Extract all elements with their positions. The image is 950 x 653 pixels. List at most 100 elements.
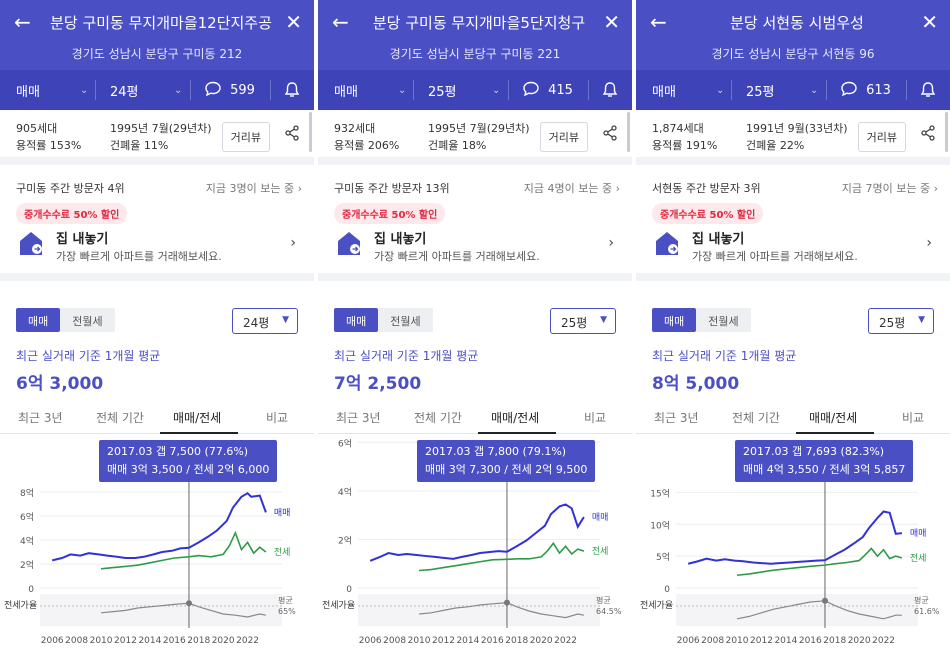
toggle-sale[interactable]: 매매 bbox=[652, 308, 697, 332]
toggle-rent[interactable]: 전월세 bbox=[378, 308, 433, 332]
tab-recent-3y[interactable]: 최근 3년 bbox=[336, 411, 381, 425]
chart-tooltip: 2017.03 갭 7,693 (82.3%) 매매 4억 3,550 / 전세… bbox=[734, 440, 914, 482]
y-tick-label: 6억 bbox=[20, 511, 34, 523]
toggle-rent[interactable]: 전월세 bbox=[696, 308, 751, 332]
alert-button[interactable] bbox=[920, 81, 936, 103]
average-price: 6억 3,000 bbox=[16, 374, 104, 394]
complex-info: 1,874세대 용적률 191% 1991년 9월(33년차) 건폐율 22% … bbox=[636, 110, 950, 165]
deal-type-label: 매매 bbox=[16, 85, 40, 100]
alert-button[interactable] bbox=[602, 81, 618, 103]
tab-compare[interactable]: 비교 bbox=[266, 411, 289, 425]
visitor-rank: 구미동 주간 방문자 4위 bbox=[16, 182, 125, 195]
back-arrow-icon[interactable]: ← bbox=[332, 10, 349, 34]
header: ← 분당 구미동 무지개마을5단지청구 ✕ 경기도 성남시 분당구 구미동 22… bbox=[318, 0, 632, 70]
built-date: 1995년 7월(29년차) bbox=[428, 122, 530, 135]
close-icon[interactable]: ✕ bbox=[285, 10, 302, 34]
x-tick-label: 2010 bbox=[408, 636, 431, 646]
chevron-right-icon: › bbox=[297, 182, 302, 195]
tab-sale-jeonse[interactable]: 매매/전세 bbox=[809, 411, 858, 425]
y-tick-label: 4억 bbox=[20, 535, 34, 547]
toggle-sale[interactable]: 매매 bbox=[334, 308, 379, 332]
bell-icon bbox=[920, 82, 936, 97]
apartment-title: 분당 구미동 무지개마을12단지주공 bbox=[50, 14, 272, 32]
close-icon[interactable]: ✕ bbox=[603, 10, 620, 34]
chevron-right-icon: › bbox=[608, 235, 614, 251]
price-chart[interactable]: 10억8억6억4억2억0전세가율평균64.5%매매전세2006200820102… bbox=[318, 340, 632, 653]
ratio-average-pct: 61.6% bbox=[914, 607, 940, 616]
size-select[interactable]: 24평 bbox=[110, 81, 139, 100]
scrollbar[interactable] bbox=[627, 112, 630, 152]
sell-home-banner[interactable]: 중개수수료 50% 할인 집 내놓기 가장 빠르게 아파트를 거래해보세요. › bbox=[318, 201, 632, 281]
ratio-band bbox=[676, 594, 918, 626]
sell-home-banner[interactable]: 중개수수료 50% 할인 집 내놓기 가장 빠르게 아파트를 거래해보세요. › bbox=[636, 201, 950, 281]
built-date: 1995년 7월(29년차) bbox=[110, 122, 212, 135]
dropdown-triangle-icon: ▼ bbox=[282, 315, 289, 325]
share-icon[interactable] bbox=[602, 125, 618, 141]
jeonse-series-line bbox=[100, 530, 267, 570]
deal-type-select[interactable]: 매매 bbox=[652, 81, 676, 100]
size-select[interactable]: 25평 bbox=[746, 81, 775, 100]
visitor-row[interactable]: 서현동 주간 방문자 3위 지금 7명이 보는 중 › bbox=[636, 173, 950, 201]
complex-info: 905세대 용적률 153% 1995년 7월(29년차) 건폐율 11% 거리… bbox=[0, 110, 314, 165]
tab-all-period[interactable]: 전체 기간 bbox=[732, 411, 780, 425]
price-chart[interactable]: 15억 10억 5억 0 전세가율 평균 61.6% 매매 전세 2006 2008 2010 2012… bbox=[636, 436, 950, 653]
x-tick-label: 2014 bbox=[456, 636, 479, 646]
series-label: 매매 bbox=[274, 507, 291, 518]
alert-button[interactable] bbox=[284, 81, 300, 103]
chevron-down-icon: ⌄ bbox=[80, 85, 89, 96]
tab-recent-3y[interactable]: 최근 3년 bbox=[18, 411, 63, 425]
distance-view-button[interactable]: 거리뷰 bbox=[539, 122, 588, 152]
tab-sale-jeonse[interactable]: 매매/전세 bbox=[173, 411, 222, 425]
distance-view-button[interactable]: 거리뷰 bbox=[857, 122, 906, 152]
tab-all-period[interactable]: 전체 기간 bbox=[96, 411, 144, 425]
size-select[interactable]: 25평 bbox=[428, 81, 457, 100]
y-tick-label: 0 bbox=[346, 585, 352, 595]
x-tick-label: 2022 bbox=[554, 636, 577, 646]
chat-bubble-icon bbox=[841, 81, 857, 97]
tab-all-period[interactable]: 전체 기간 bbox=[414, 411, 462, 425]
deal-type-select[interactable]: 매매 bbox=[16, 81, 40, 100]
back-arrow-icon[interactable]: ← bbox=[650, 10, 667, 34]
chevron-right-icon: › bbox=[290, 235, 296, 251]
comment-count: 415 bbox=[548, 83, 573, 98]
share-icon[interactable] bbox=[920, 125, 936, 141]
house-sell-icon bbox=[338, 232, 360, 255]
toggle-sale[interactable]: 매매 bbox=[16, 308, 61, 332]
comments-button[interactable]: 613 bbox=[840, 81, 891, 98]
comments-button[interactable]: 599 bbox=[204, 81, 255, 98]
households: 905세대 bbox=[16, 122, 58, 135]
distance-view-button[interactable]: 거리뷰 bbox=[221, 122, 270, 152]
size-label: 24평 bbox=[110, 85, 139, 100]
apartment-panel: ← 분당 구미동 무지개마을12단지주공 ✕ 경기도 성남시 분당구 구미동 2… bbox=[0, 0, 314, 653]
filter-bar: 매매 ⌄ 24평 ⌄ 599 bbox=[0, 70, 314, 110]
visitor-row[interactable]: 구미동 주간 방문자 13위 지금 4명이 보는 중 › bbox=[318, 173, 632, 201]
back-arrow-icon[interactable]: ← bbox=[14, 10, 31, 34]
viewing-now: 지금 7명이 보는 중 bbox=[841, 182, 931, 195]
deal-type-select[interactable]: 매매 bbox=[334, 81, 358, 100]
chat-bubble-icon bbox=[523, 81, 539, 97]
y-tick-label: 8억 bbox=[20, 487, 34, 499]
toggle-rent[interactable]: 전월세 bbox=[60, 308, 115, 332]
x-tick-label: 2006 bbox=[677, 636, 700, 646]
comment-count: 599 bbox=[230, 83, 255, 98]
share-icon[interactable] bbox=[284, 125, 300, 141]
pyeong-dropdown[interactable]: 25평 ▼ bbox=[550, 308, 616, 334]
tooltip-gap: 2017.03 갭 7,500 (77.6%) bbox=[106, 445, 249, 458]
pyeong-dropdown[interactable]: 24평 ▼ bbox=[232, 308, 298, 334]
price-chart[interactable]: 8억 6억 4억 2억 0 전세가율 평균 65% 매매 전세 2006 2008 2010 2012 20… bbox=[0, 436, 314, 653]
filter-bar: 매매 ⌄ 25평 ⌄ 613 bbox=[636, 70, 950, 110]
comments-button[interactable]: 415 bbox=[522, 81, 573, 98]
tab-sale-jeonse[interactable]: 매매/전세 bbox=[491, 411, 540, 425]
visitor-row[interactable]: 구미동 주간 방문자 4위 지금 3명이 보는 중 › bbox=[0, 173, 314, 201]
pyeong-dropdown[interactable]: 25평 ▼ bbox=[868, 308, 934, 334]
scrollbar[interactable] bbox=[309, 112, 312, 152]
apartment-title: 분당 서현동 시범우성 bbox=[730, 14, 864, 32]
tab-recent-3y[interactable]: 최근 3년 bbox=[654, 411, 699, 425]
tab-compare[interactable]: 비교 bbox=[902, 411, 925, 425]
close-icon[interactable]: ✕ bbox=[921, 10, 938, 34]
tab-compare[interactable]: 비교 bbox=[584, 411, 607, 425]
scrollbar[interactable] bbox=[945, 112, 948, 152]
sell-home-banner[interactable]: 중개수수료 50% 할인 집 내놓기 가장 빠르게 아파트를 거래해보세요. › bbox=[0, 201, 314, 281]
